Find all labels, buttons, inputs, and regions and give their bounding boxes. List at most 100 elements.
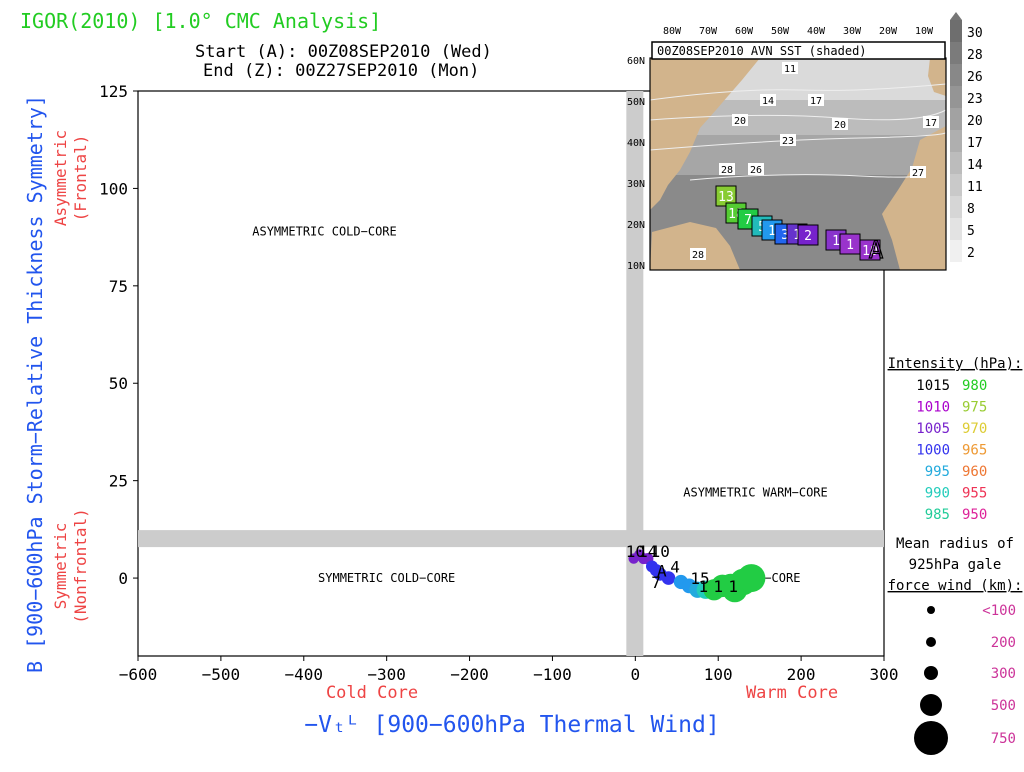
colorbar-segment bbox=[950, 86, 962, 108]
inset-track-label: 2 bbox=[804, 229, 812, 244]
sst-contour-label: 17 bbox=[810, 96, 822, 107]
colorbar-label: 20 bbox=[967, 114, 983, 129]
x-tick-label: −500 bbox=[202, 665, 241, 684]
sst-contour-label: 28 bbox=[692, 250, 704, 261]
inset-lon-label: 30W bbox=[843, 26, 862, 37]
radius-legend-dot bbox=[926, 637, 936, 647]
sst-contour-label: 11 bbox=[784, 64, 796, 75]
intensity-legend-left: 1010 bbox=[916, 400, 950, 416]
y-axis: 0 25 50 75 100 125 bbox=[99, 82, 138, 588]
sst-label-bg bbox=[690, 248, 706, 260]
inset-lon-label: 70W bbox=[699, 26, 718, 37]
intensity-legend-left: 990 bbox=[925, 486, 950, 502]
intensity-legend-right: 975 bbox=[962, 400, 987, 416]
y-tick-label: 125 bbox=[99, 82, 128, 101]
y-tick-label: 50 bbox=[109, 374, 128, 393]
x-axis-title: −Vₜᴸ [900−600hPa Thermal Wind] bbox=[304, 712, 719, 738]
south-america-land bbox=[650, 222, 740, 270]
x-tick-label: 300 bbox=[870, 665, 899, 684]
colorbar-label: 28 bbox=[967, 48, 983, 63]
sst-label-bg bbox=[760, 94, 776, 106]
sst-contour-label: 14 bbox=[762, 96, 774, 107]
x-tick-label: −100 bbox=[533, 665, 572, 684]
sst-contour-label: 23 bbox=[782, 136, 794, 147]
intensity-legend-right: 980 bbox=[962, 378, 987, 394]
colorbar-segment bbox=[950, 64, 962, 86]
colorbar-label: 11 bbox=[967, 180, 983, 195]
track-point bbox=[737, 564, 766, 593]
symmetric-nonfrontal-label: Symmetric (Nonfrontal) bbox=[51, 508, 90, 624]
inset-track-label: 10 bbox=[862, 244, 878, 259]
intensity-legend-right: 960 bbox=[962, 464, 987, 480]
colorbar-segment bbox=[950, 196, 962, 218]
sst-contour-label: 26 bbox=[750, 165, 762, 176]
quadrant-label: SYMMETRIC COLD−CORE bbox=[318, 571, 455, 585]
sst-label-bg bbox=[719, 163, 735, 175]
date-label: 10 bbox=[626, 542, 645, 561]
date-label: 4 bbox=[670, 557, 680, 576]
inset-lat-label: 60N bbox=[627, 56, 645, 67]
cold-core-label: Cold Core bbox=[326, 683, 418, 703]
date-label: 1 bbox=[713, 577, 723, 596]
end-time: End (Z): 00Z27SEP2010 (Mon) bbox=[203, 61, 479, 81]
sst-mild-band bbox=[650, 135, 946, 175]
sst-label-bg bbox=[748, 163, 764, 175]
x-axis: −600 −500 −400 −300 −200 −100 0 100 200 300 bbox=[119, 656, 899, 684]
date-label: 1 bbox=[728, 577, 738, 596]
sst-contour-label: 20 bbox=[734, 116, 746, 127]
radius-legend-label: 200 bbox=[991, 635, 1016, 651]
radius-legend-title: force wind (km): bbox=[888, 578, 1023, 594]
date-label: A bbox=[657, 561, 667, 580]
radius-legend-title: Mean radius of bbox=[896, 536, 1014, 552]
x-tick-label: −400 bbox=[285, 665, 324, 684]
colorbar-segment bbox=[950, 174, 962, 196]
sst-contour-label: 17 bbox=[925, 118, 937, 129]
y-side-label-line: (Nonfrontal) bbox=[71, 508, 90, 624]
inset-lat-label: 40N bbox=[627, 138, 645, 149]
inset-track-box bbox=[797, 224, 819, 246]
intensity-legend-left: 1000 bbox=[916, 443, 950, 459]
sst-contour bbox=[649, 131, 947, 151]
colorbar-label: 23 bbox=[967, 92, 983, 107]
sst-contour bbox=[649, 83, 947, 101]
radius-legend-dot bbox=[927, 606, 935, 614]
intensity-legend-right: 950 bbox=[962, 507, 987, 523]
sst-label-bg bbox=[832, 118, 848, 130]
x-tick-label: −300 bbox=[367, 665, 406, 684]
colorbar-label: 30 bbox=[967, 26, 983, 41]
inset-track-label: 13 bbox=[718, 190, 734, 205]
inset-start-marker: A bbox=[869, 236, 884, 264]
radius-legend-label: <100 bbox=[982, 603, 1016, 619]
intensity-legend-right: 970 bbox=[962, 421, 987, 437]
sst-label-bg bbox=[910, 166, 926, 178]
radius-legend-dot bbox=[920, 694, 942, 716]
y-side-label-line: (Frontal) bbox=[71, 135, 90, 222]
radius-legend-label: 300 bbox=[991, 666, 1016, 682]
inset-lat-label: 30N bbox=[627, 179, 645, 190]
north-america-land bbox=[650, 58, 760, 210]
symmetric-threshold-band bbox=[138, 530, 884, 548]
sst-label-bg bbox=[780, 134, 796, 146]
colorbar-segment bbox=[950, 152, 962, 174]
chart-title: IGOR(2010) [1.0° CMC Analysis] bbox=[20, 9, 381, 33]
colorbar-segment bbox=[950, 108, 962, 130]
colorbar-segment bbox=[950, 42, 962, 64]
radius-legend-title: 925hPa gale bbox=[909, 557, 1002, 573]
warm-core-label: Warm Core bbox=[746, 683, 838, 703]
x-tick-label: 100 bbox=[704, 665, 733, 684]
inset-lat-label: 10N bbox=[627, 261, 645, 272]
inset-lon-label: 50W bbox=[771, 26, 790, 37]
inset-track-box bbox=[859, 239, 881, 261]
colorbar-label: 5 bbox=[967, 224, 975, 239]
colorbar-label: 17 bbox=[967, 136, 983, 151]
colorbar-segment bbox=[950, 130, 962, 152]
colorbar-segment bbox=[950, 20, 962, 42]
radius-legend-dot bbox=[924, 666, 938, 680]
inset-lon-label: 80W bbox=[663, 26, 682, 37]
sst-label-bg bbox=[782, 62, 798, 74]
inset-track-label: 3 bbox=[781, 228, 789, 243]
date-label: 1 bbox=[698, 577, 708, 596]
asymmetric-frontal-label: Asymmetric (Frontal) bbox=[51, 130, 90, 226]
